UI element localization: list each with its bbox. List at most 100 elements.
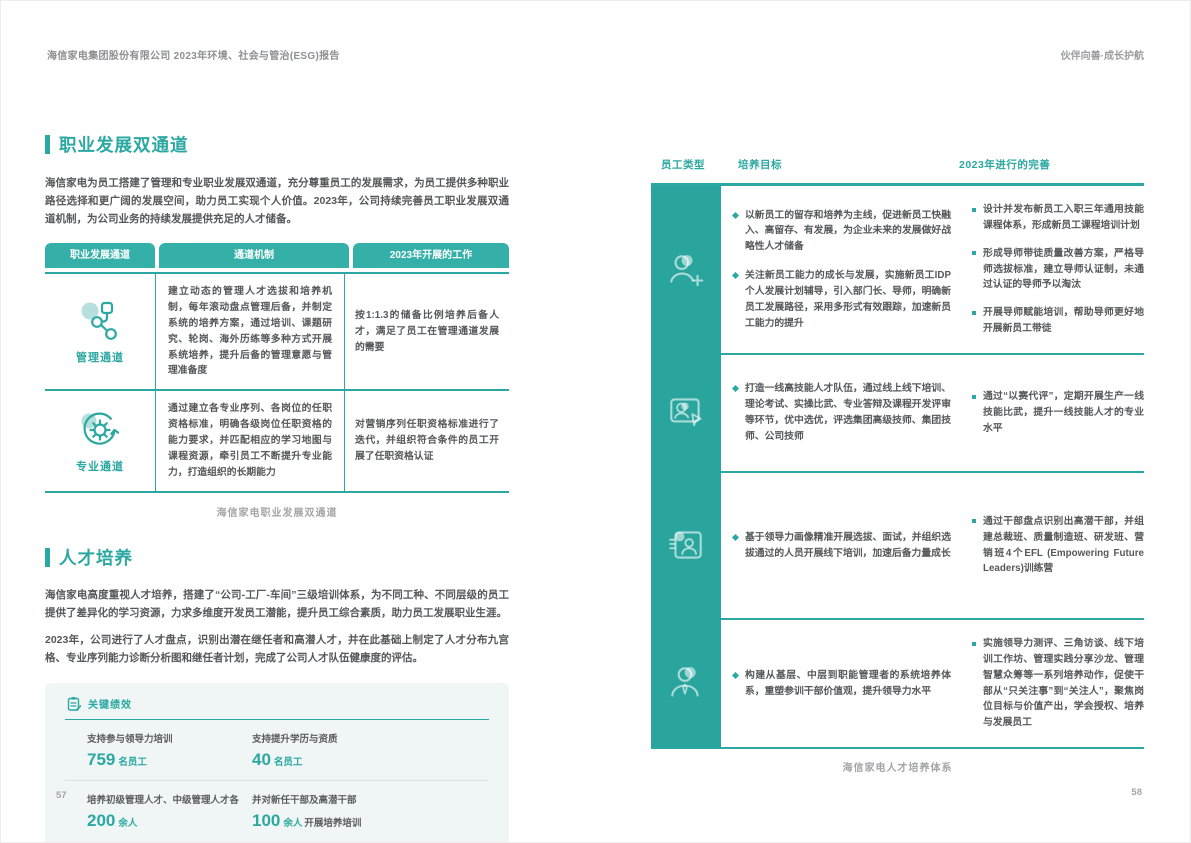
- talent-development-section: 人才培养 海信家电高度重视人才培养，搭建了“公司-工厂-车间”三级培训体系，为不…: [45, 545, 509, 842]
- left-page-column: 职业发展双通道 海信家电为员工搭建了管理和专业职业发展双通道，充分尊重员工的发展…: [45, 132, 509, 842]
- improvement-item: 通过干部盘点识别出高潜干部，并组建总裁班、质量制造班、研发班、营销班4个EFL …: [971, 514, 1144, 577]
- kpi-title: 关键绩效: [88, 699, 132, 711]
- work-text: 对营销序列任职资格标准进行了迭代，并组织符合条件的员工开展了任职资格认证: [355, 419, 499, 462]
- talent-table-header-row: 员工类型 培养目标 2023年进行的完善: [651, 157, 1144, 186]
- goal-item: 以新员工的留存和培养为主线，促进新员工快融入、高留存、有发展，为企业未来的发展做…: [733, 208, 951, 256]
- kpi-item: 支持提升学历与资质 40 名员工: [252, 731, 487, 770]
- reserve-talent-id-card-icon: [651, 471, 721, 618]
- kpi-item: 支持参与领导力培训 759 名员工: [87, 731, 252, 770]
- table-row: 以新员工的留存和培养为主线，促进新员工快融入、高留存、有发展，为企业未来的发展做…: [651, 186, 1144, 353]
- talent-table-header-goal: 培养目标: [738, 159, 782, 171]
- career-table-header-channel: 职业发展通道: [45, 243, 155, 269]
- channel-label: 管理通道: [76, 352, 124, 365]
- row-content: 以新员工的留存和培养为主线，促进新员工快融入、高留存、有发展，为企业未来的发展做…: [721, 186, 1144, 353]
- key-performance-card: 关键绩效 支持参与领导力培训 759 名员工 支持提升学历与资质 40 名员工 培: [45, 682, 509, 842]
- page-number-left: 57: [56, 790, 67, 801]
- management-channel-cell: 管理通道: [45, 274, 155, 389]
- kpi-label: 培养初级管理人才、中级管理人才各: [87, 794, 240, 806]
- work-text: 按1:1.3的储备比例培养后备人才，满足了员工在管理通道发展的需要: [355, 309, 499, 353]
- goals-cell: 基于领导力画像精准开展选拔、面试，并组织选拔通过的人员开展线下培训，加速后备力量…: [733, 489, 951, 602]
- goal-item: 基于领导力画像精准开展选拔、面试，并组织选拔通过的人员开展线下培训，加速后备力量…: [733, 530, 951, 562]
- kpi-divider: [65, 779, 489, 781]
- table-divider: [45, 490, 509, 493]
- title-accent-bar: [45, 547, 50, 567]
- mechanism-cell: 建立动态的管理人才选拔和培养机制，每年滚动盘点管理后备，并制定系统的培养方案，通…: [155, 274, 345, 390]
- improvement-item: 开展导师赋能培训，帮助导师更好地开展新员工带徒: [971, 305, 1144, 337]
- improvement-item: 设计并发布新员工入职三年通用技能课程体系，形成新员工课程培训计划: [971, 202, 1144, 234]
- career-table-caption: 海信家电职业发展双通道: [216, 507, 338, 519]
- kpi-row: 培养初级管理人才、中级管理人才各 200 余人 并对新任干部及高潜干部 100 余人…: [65, 781, 489, 841]
- talent-table-body: 以新员工的留存和培养为主线，促进新员工快融入、高留存、有发展，为企业未来的发展做…: [651, 186, 1144, 750]
- kpi-unit: 名员工: [118, 756, 147, 768]
- kpi-value: 200: [87, 810, 116, 830]
- talent-paragraph-1: 海信家电高度重视人才培养，搭建了“公司-工厂-车间”三级培训体系，为不同工种、不…: [45, 588, 509, 619]
- goal-item: 打造一线高技能人才队伍，通过线上线下培训、理论考试、实操比武、专业答辩及课程开发…: [733, 381, 951, 444]
- kpi-value: 40: [252, 749, 271, 769]
- career-table-header-mechanism: 通道机制: [159, 243, 349, 269]
- new-employee-person-plus-icon: [651, 186, 721, 353]
- goal-item: 构建从基层、中层到职能管理者的系统培养体系，重塑参训干部价值观，提升领导力水平: [733, 668, 951, 700]
- talent-paragraph-2: 2023年，公司进行了人才盘点，识别出潜在继任者和高潜人才，并在此基础上制定了人…: [45, 633, 509, 664]
- work-2023-cell: 对营销序列任职资格标准进行了迭代，并组织符合条件的员工开展了任职资格认证: [345, 391, 509, 490]
- talent-table-header-type: 员工类型: [661, 159, 705, 171]
- mechanism-text: 建立动态的管理人才选拔和培养机制，每年滚动盘点管理后备，并制定系统的培养方案，通…: [168, 286, 332, 377]
- report-running-header: 海信家电集团股份有限公司 2023年环境、社会与管治(ESG)报告: [47, 51, 340, 62]
- kpi-card-header: 关键绩效: [65, 696, 489, 720]
- mechanism-text: 通过建立各专业序列、各岗位的任职资格标准，明确各级岗位任职资格的能力要求，并匹配…: [168, 403, 332, 478]
- table-row: 构建从基层、中层到职能管理者的系统培养体系，重塑参训干部价值观，提升领导力水平 …: [651, 618, 1144, 747]
- row-content: 打造一线高技能人才队伍，通过线上线下培训、理论考试、实操比武、专业答辩及课程开发…: [721, 353, 1144, 471]
- right-page-column: 员工类型 培养目标 2023年进行的完善 以新员工的留存和培养: [651, 157, 1144, 774]
- employee-type-band: [651, 186, 721, 748]
- improvements-cell: 通过干部盘点识别出高潜干部，并组建总裁班、质量制造班、研发班、营销班4个EFL …: [951, 489, 1144, 602]
- kpi-unit: 名员工: [273, 756, 303, 768]
- kpi-unit: 余人: [283, 817, 303, 829]
- improvement-item: 通过“以赛代评”，定期开展生产一线技能比武，提升一线技能人才的专业水平: [971, 389, 1144, 437]
- talent-table-header-improvement: 2023年进行的完善: [959, 159, 1051, 171]
- improvement-item: 实施领导力测评、三角访谈、线下培训工作坊、管理实践分享沙龙、管理智慧众筹等一系列…: [971, 636, 1144, 731]
- table-row: 管理通道 建立动态的管理人才选拔和培养机制，每年滚动盘点管理后备，并制定系统的培…: [45, 274, 509, 390]
- talent-table-caption: 海信家电人才培养体系: [842, 763, 953, 775]
- career-table-header-row: 职业发展通道 通道机制 2023年开展的工作: [45, 243, 509, 269]
- page-number-right: 58: [1131, 787, 1142, 798]
- professional-channel-cell: 专业通道: [45, 391, 155, 490]
- section-title-career-dual-channel: 职业发展双通道: [45, 132, 509, 157]
- mechanism-cell: 通过建立各专业序列、各岗位的任职资格标准，明确各级岗位任职资格的能力要求，并匹配…: [155, 391, 345, 491]
- kpi-item: 并对新任干部及高潜干部 100 余人 开展培养培训: [252, 792, 487, 831]
- chapter-running-header: 伙伴向善·成长护航: [1060, 51, 1144, 62]
- career-channel-intro: 海信家电为员工搭建了管理和专业职业发展双通道，充分尊重员工的发展需求，为员工提供…: [45, 177, 509, 226]
- table-divider: [45, 272, 509, 275]
- channel-label: 专业通道: [76, 461, 124, 474]
- table-divider: [45, 389, 509, 392]
- goal-item: 关注新员工能力的成长与发展，实施新员工IDP个人发展计划辅导，引入部门长、导师，…: [733, 268, 951, 331]
- table-row: 专业通道 通过建立各专业序列、各岗位的任职资格标准，明确各级岗位任职资格的能力要…: [45, 391, 509, 491]
- improvement-item: 形成导师带徒质量改善方案，严格导师选拔标准，建立导师认证制，未通过认证的导师予以…: [971, 246, 1144, 294]
- career-channel-table: 职业发展通道 通道机制 2023年开展的工作: [45, 243, 509, 519]
- kpi-label: 并对新任干部及高潜干部: [252, 794, 357, 806]
- clipboard-icon: [67, 696, 81, 711]
- work-2023-cell: 按1:1.3的储备比例培养后备人才，满足了员工在管理通道发展的需要: [345, 274, 509, 389]
- kpi-row: 支持参与领导力培训 759 名员工 支持提升学历与资质 40 名员工: [65, 720, 489, 780]
- manager-person-tie-icon: [651, 618, 721, 747]
- section-title-text: 人才培养: [59, 547, 133, 568]
- network-nodes-icon: [77, 298, 123, 344]
- kpi-value: 759: [87, 749, 116, 769]
- table-row: 基于领导力画像精准开展选拔、面试，并组织选拔通过的人员开展线下培训，加速后备力量…: [651, 471, 1144, 618]
- kpi-unit: 余人: [118, 817, 138, 829]
- improvements-cell: 实施领导力测评、三角访谈、线下培训工作坊、管理实践分享沙龙、管理智慧众筹等一系列…: [951, 636, 1144, 731]
- goals-cell: 以新员工的留存和培养为主线，促进新员工快融入、高留存、有发展，为企业未来的发展做…: [733, 202, 951, 337]
- kpi-value: 100: [252, 810, 281, 830]
- goals-cell: 打造一线高技能人才队伍，通过线上线下培训、理论考试、实操比武、专业答辩及课程开发…: [733, 371, 951, 455]
- gear-cycle-icon: [77, 407, 123, 453]
- section-title-text: 职业发展双通道: [59, 135, 189, 155]
- improvements-cell: 设计并发布新员工入职三年通用技能课程体系，形成新员工课程培训计划 形成导师带徒质…: [951, 202, 1144, 337]
- kpi-label: 支持参与领导力培训: [87, 733, 173, 745]
- row-content: 构建从基层、中层到职能管理者的系统培养体系，重塑参训干部价值观，提升领导力水平 …: [721, 618, 1144, 747]
- kpi-suffix: 开展培养培训: [304, 817, 362, 829]
- title-accent-bar: [45, 135, 50, 154]
- table-row: 打造一线高技能人才队伍，通过线上线下培训、理论考试、实操比武、专业答辩及课程开发…: [651, 353, 1144, 471]
- section-title-talent-development: 人才培养: [45, 545, 509, 570]
- career-table-header-work: 2023年开展的工作: [353, 243, 509, 269]
- kpi-label: 支持提升学历与资质: [252, 733, 338, 745]
- goals-cell: 构建从基层、中层到职能管理者的系统培养体系，重塑参训干部价值观，提升领导力水平: [733, 636, 951, 731]
